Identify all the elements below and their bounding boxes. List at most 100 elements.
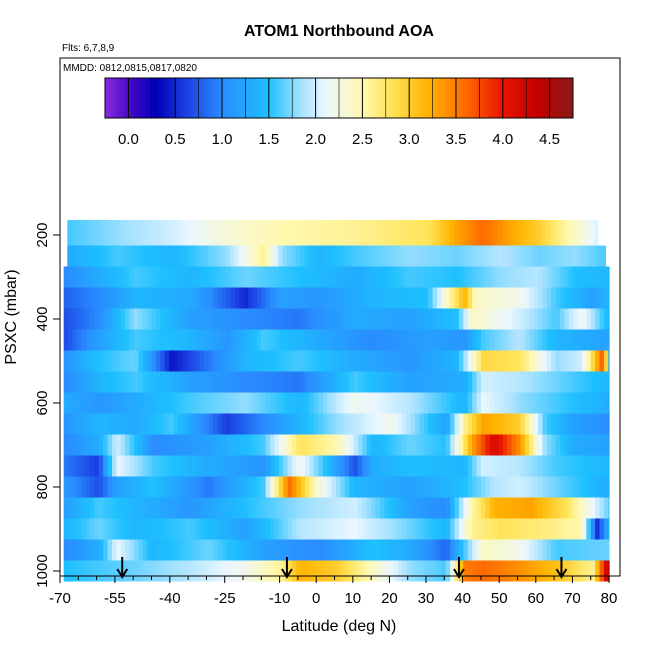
heatmap-cell [226, 518, 232, 540]
heatmap-cell [546, 455, 552, 477]
heatmap-cell [375, 329, 381, 351]
colorbar-swatch [420, 78, 425, 118]
heatmap-cell [450, 497, 456, 519]
heatmap-cell [116, 434, 122, 456]
heatmap-cell [415, 455, 421, 477]
heatmap-cell [507, 518, 513, 540]
heatmap-cell [217, 497, 223, 519]
heatmap-cell [335, 413, 341, 435]
heatmap-cell [397, 392, 403, 414]
heatmap-cell [120, 434, 126, 456]
heatmap-cell [520, 329, 526, 351]
heatmap-cell [314, 392, 319, 414]
heatmap-cell [608, 266, 610, 288]
x-tick-label: 70 [564, 590, 581, 607]
heatmap-cell [120, 392, 126, 414]
heatmap-cell [76, 245, 82, 267]
heatmap-cell [191, 287, 197, 309]
colorbar-swatch [564, 78, 568, 118]
heatmap-cell [393, 539, 399, 561]
heatmap-cell [608, 497, 610, 519]
heatmap-cell [476, 392, 482, 414]
heatmap-cell [120, 245, 126, 267]
heatmap-cell [265, 392, 271, 414]
heatmap-cell [94, 413, 100, 435]
heatmap-cell [423, 266, 429, 288]
heatmap-cell [195, 476, 201, 498]
heatmap-cell [454, 539, 460, 561]
heatmap-cell [191, 413, 197, 435]
heatmap-cell [467, 350, 473, 372]
heatmap-cell [349, 392, 355, 414]
heatmap-cell [554, 245, 560, 267]
heatmap-cell [292, 413, 298, 435]
heatmap-cell [344, 560, 350, 582]
heatmap-cell [305, 287, 311, 309]
heatmap-cell [401, 560, 407, 582]
heatmap-cell [458, 266, 464, 288]
heatmap-cell [415, 266, 421, 288]
heatmap-cell [415, 329, 421, 351]
heatmap-cell [129, 350, 135, 372]
heatmap-cell [111, 434, 117, 456]
heatmap-cell [172, 245, 178, 267]
heatmap-cell [608, 371, 610, 393]
heatmap-cell [599, 392, 605, 414]
heatmap-cell [186, 434, 192, 456]
heatmap-cell [519, 220, 525, 246]
heatmap-cell [480, 539, 486, 561]
heatmap-cell [120, 266, 126, 288]
heatmap-cell [551, 434, 557, 456]
heatmap-cell [401, 245, 407, 267]
heatmap-cell [542, 329, 548, 351]
heatmap-cell [555, 518, 561, 540]
heatmap-cell [599, 455, 605, 477]
heatmap-cell [568, 266, 574, 288]
heatmap-cell [489, 539, 495, 561]
heatmap-cell [371, 329, 377, 351]
heatmap-cell [458, 371, 464, 393]
heatmap-cell [287, 329, 293, 351]
heatmap-cell [498, 434, 504, 456]
heatmap-cell [450, 560, 456, 582]
heatmap-cell [502, 308, 508, 330]
heatmap-cell [384, 287, 390, 309]
heatmap-cell [581, 266, 587, 288]
colorbar-swatch [526, 78, 530, 118]
heatmap-cell [309, 560, 315, 582]
heatmap-cell [160, 371, 166, 393]
heatmap-cell [516, 476, 522, 498]
heatmap-cell [274, 266, 280, 288]
heatmap-cell [375, 350, 381, 372]
heatmap-cell [133, 434, 139, 456]
heatmap-cell [248, 455, 254, 477]
heatmap-cell [335, 518, 341, 540]
heatmap-cell [270, 455, 276, 477]
heatmap-cell [287, 539, 293, 561]
colorbar-swatch [377, 78, 381, 118]
heatmap-cell [379, 371, 385, 393]
heatmap-cell [129, 560, 135, 582]
heatmap-cell [186, 266, 192, 288]
heatmap-cell [379, 539, 385, 561]
heatmap-cell [85, 287, 91, 309]
heatmap-cell [348, 220, 354, 246]
heatmap-cell [160, 287, 166, 309]
heatmap-cell [502, 560, 508, 582]
heatmap-cell [129, 497, 135, 519]
heatmap-cell [340, 266, 346, 288]
heatmap-cell [98, 518, 104, 540]
heatmap-cell [379, 497, 385, 519]
x-tick-label: 0 [312, 590, 320, 607]
heatmap-cell [520, 413, 526, 435]
heatmap-cell [608, 434, 610, 456]
heatmap-cell [90, 413, 95, 435]
heatmap-cell [393, 308, 399, 330]
x-tick-label: 50 [491, 590, 508, 607]
heatmap-cell [230, 371, 236, 393]
heatmap-cell [85, 371, 91, 393]
heatmap-cell [322, 476, 328, 498]
heatmap-cell [458, 560, 464, 582]
heatmap-cell [270, 266, 276, 288]
heatmap-cell [81, 413, 87, 435]
